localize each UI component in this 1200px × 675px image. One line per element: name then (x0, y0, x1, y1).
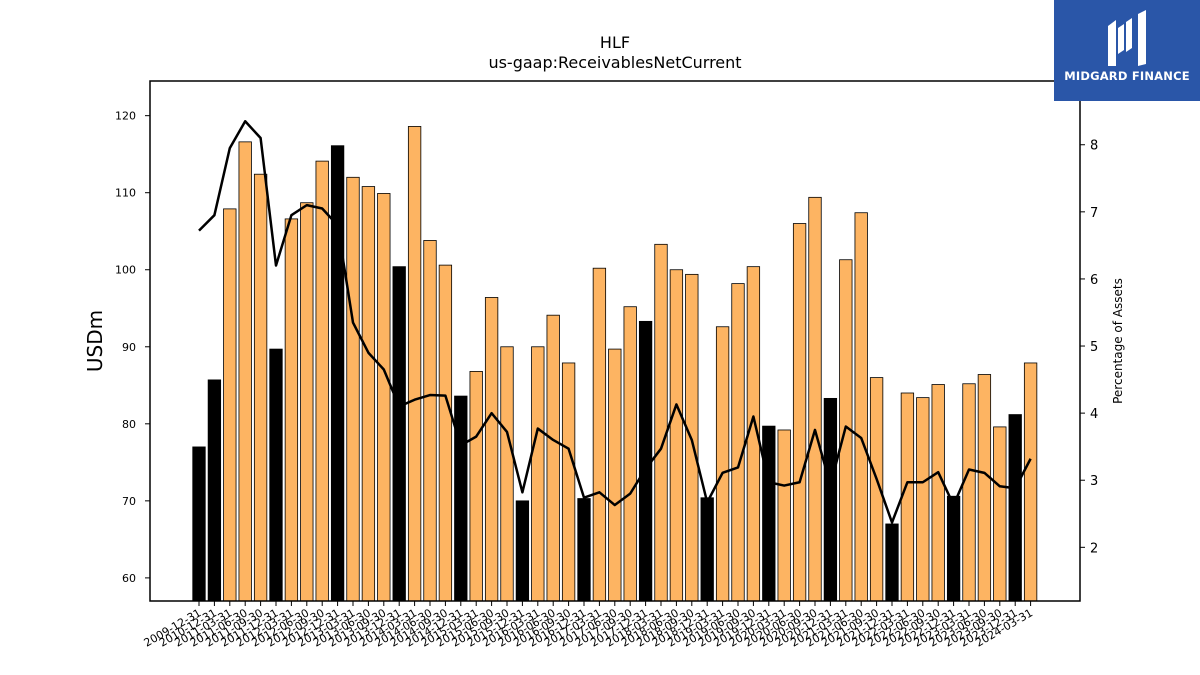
bar (515, 500, 530, 602)
bar (315, 160, 329, 602)
chart-title: HLF (600, 33, 630, 52)
bar (330, 145, 345, 602)
midgard-logo-icon (1108, 10, 1146, 66)
chart-subtitle: us-gaap:ReceivablesNetCurrent (488, 53, 741, 72)
y2-tick-label: 6 (1090, 273, 1098, 288)
bar (469, 371, 483, 602)
bar (361, 186, 376, 602)
bar (454, 395, 468, 602)
y2-tick-label: 7 (1090, 206, 1098, 221)
bar (592, 267, 607, 602)
bar (346, 176, 360, 602)
bar (238, 141, 252, 602)
bar (284, 218, 299, 602)
bar (654, 243, 668, 602)
series-line (198, 120, 1032, 524)
y2-tick-label: 3 (1090, 474, 1098, 489)
bar (608, 348, 622, 602)
bar (808, 196, 822, 602)
line-layer (198, 120, 1032, 524)
bar (561, 362, 576, 602)
bar (993, 426, 1007, 602)
bar (916, 397, 930, 602)
bar (300, 202, 314, 602)
bar (715, 326, 730, 602)
y-tick-label: 60 (122, 572, 136, 585)
bar (253, 173, 268, 602)
bar (392, 266, 406, 602)
y-tick-label: 80 (122, 418, 136, 431)
y-tick-label: 110 (115, 187, 136, 200)
brand-logo: MIDGARD FINANCE (1054, 0, 1200, 101)
bar (531, 346, 545, 602)
bar (777, 429, 791, 602)
bar (546, 314, 560, 602)
bar (377, 193, 391, 602)
bar (762, 425, 776, 602)
bar (423, 240, 437, 602)
y2-tick-label: 8 (1090, 139, 1098, 154)
bar (223, 208, 237, 602)
bar (962, 383, 976, 602)
bar (977, 374, 992, 602)
y-axis-label: USDm (83, 310, 107, 372)
bar (792, 223, 807, 602)
bar (1023, 362, 1038, 602)
bars-layer (192, 126, 1038, 602)
y-tick-label: 90 (122, 341, 136, 354)
y2-tick-label: 5 (1090, 340, 1098, 355)
bar (731, 283, 745, 602)
bar (1008, 414, 1022, 602)
bar (207, 379, 222, 602)
bar (885, 523, 899, 602)
brand-name: MIDGARD FINANCE (1064, 69, 1190, 83)
bar (854, 212, 868, 602)
y-tick-label: 70 (122, 495, 136, 508)
y2-axis-label: Percentage of Assets (1111, 278, 1125, 404)
bar (438, 264, 453, 602)
x-axis: 2009-12-312010-12-312011-03-312011-06-30… (142, 601, 1035, 650)
bar (577, 498, 591, 602)
bar (407, 126, 422, 602)
left-axis: 60 70 80 90 100 110 120 (115, 110, 150, 585)
bar (192, 446, 206, 602)
bar (823, 397, 838, 602)
y-tick-label: 100 (115, 264, 136, 277)
bar (946, 495, 961, 602)
y2-tick-label: 2 (1090, 541, 1098, 556)
bar (623, 306, 637, 602)
bar (484, 297, 499, 602)
y-tick-label: 120 (115, 110, 136, 123)
bar (269, 348, 283, 602)
bar (700, 497, 714, 602)
right-axis: 2 3 4 5 6 7 8 (1080, 139, 1098, 556)
y2-tick-label: 4 (1090, 407, 1098, 422)
bar (669, 269, 684, 602)
bar (931, 384, 945, 602)
bar (500, 346, 514, 602)
